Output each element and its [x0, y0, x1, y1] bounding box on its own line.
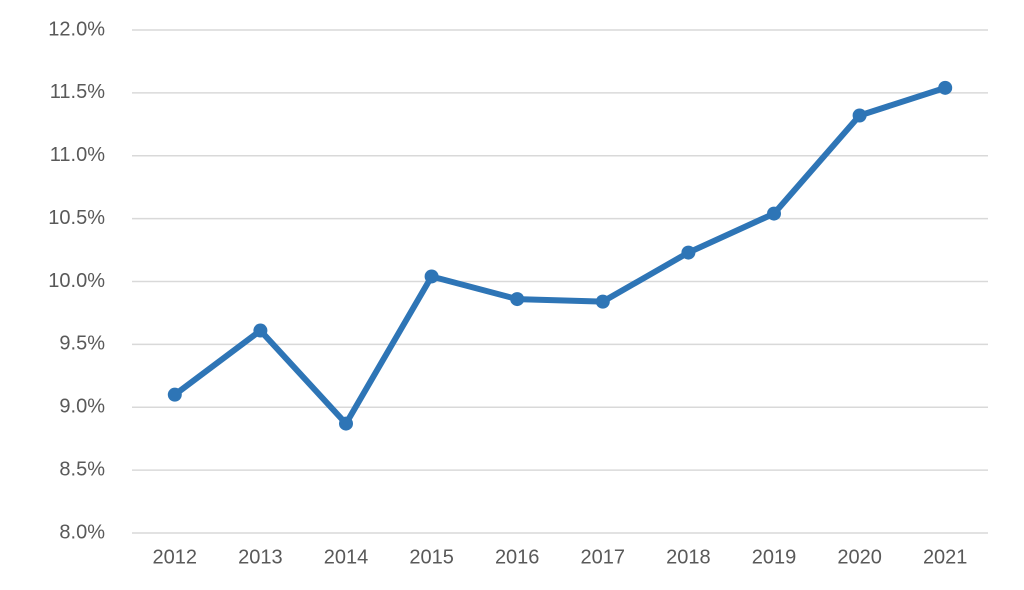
y-tick-label: 8.5%: [59, 458, 105, 480]
x-tick-label: 2012: [153, 546, 198, 568]
data-point: [167, 387, 182, 402]
data-point: [595, 294, 610, 309]
y-tick-label: 8.0%: [59, 521, 105, 543]
y-tick-label: 11.5%: [50, 81, 105, 103]
data-point: [339, 416, 353, 431]
x-tick-label: 2020: [837, 546, 882, 568]
x-tick-label: 2017: [581, 546, 626, 568]
x-tick-label: 2013: [238, 546, 283, 568]
x-tick-label: 2016: [495, 546, 540, 568]
data-point: [767, 206, 781, 221]
data-point: [510, 292, 525, 307]
data-point: [681, 245, 696, 260]
y-tick-label: 9.0%: [59, 396, 105, 418]
data-point: [424, 269, 439, 284]
data-point: [253, 323, 268, 338]
data-point: [852, 108, 867, 123]
x-tick-label: 2018: [666, 546, 711, 568]
x-tick-label: 2019: [752, 546, 797, 568]
y-tick-label: 11.0%: [50, 144, 105, 166]
data-line: [173, 84, 947, 427]
x-tick-label: 2014: [324, 546, 369, 568]
y-tick-label: 10.0%: [48, 270, 105, 292]
y-tick-label: 9.5%: [59, 333, 105, 355]
x-tick-label: 2021: [923, 546, 968, 568]
data-point: [938, 80, 953, 95]
y-tick-label: 10.5%: [48, 207, 105, 229]
y-tick-label: 12.0%: [48, 18, 105, 40]
x-tick-label: 2015: [409, 546, 454, 568]
